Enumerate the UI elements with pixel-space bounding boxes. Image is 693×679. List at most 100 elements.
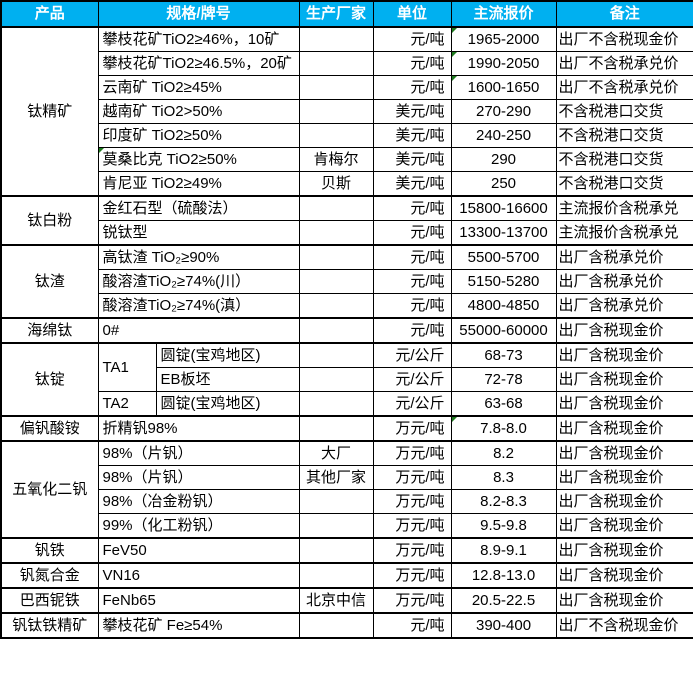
unit-cell: 元/吨	[372, 26, 452, 52]
vendor-cell	[298, 612, 374, 639]
product-cell: 海绵钛	[0, 317, 99, 344]
unit-cell: 元/吨	[372, 51, 452, 76]
vendor-cell	[298, 244, 374, 270]
vendor-cell	[298, 269, 374, 294]
table-row: 酸溶渣TiO₂≥74%(滇） 元/吨 4800-4850 出厂含税承兑价	[1, 293, 693, 319]
unit-cell: 元/吨	[372, 269, 452, 294]
price-cell: 72-78	[450, 367, 557, 392]
table-row: 莫桑比克 TiO2≥50% 肯梅尔 美元/吨 290 不含税港口交货	[1, 147, 693, 172]
spec-cell: 锐钛型	[97, 220, 300, 246]
vendor-cell	[298, 562, 374, 589]
col-header-vendor: 生产厂家	[298, 0, 374, 28]
price-cell: 20.5-22.5	[450, 587, 557, 614]
vendor-cell	[298, 75, 374, 100]
price-cell: 63-68	[450, 391, 557, 417]
vendor-cell	[298, 367, 374, 392]
unit-cell: 元/吨	[372, 317, 452, 344]
price-cell: 240-250	[450, 123, 557, 148]
table-row: 99%（化工粉钒） 万元/吨 9.5-9.8 出厂含税现金价	[1, 513, 693, 539]
vendor-cell	[298, 537, 374, 564]
spec-cell: 攀枝花矿 Fe≥54%	[97, 612, 300, 639]
table-row: 肯尼亚 TiO2≥49% 贝斯 美元/吨 250 不含税港口交货	[1, 171, 693, 197]
price-cell: 15800-16600	[450, 195, 557, 221]
table-row: 钛精矿 攀枝花矿TiO2≥46%，10矿 元/吨 1965-2000 出厂不含税现金价	[0, 26, 693, 197]
spec-cell: 酸溶渣TiO₂≥74%(川）	[97, 269, 300, 294]
spec-cell: 98%（片钒）	[97, 440, 300, 466]
price-cell: 68-73	[450, 342, 557, 368]
vendor-cell	[298, 293, 374, 319]
spec-cell: 99%（化工粉钒）	[97, 513, 300, 539]
product-cell: 巴西铌铁	[0, 587, 99, 614]
note-cell: 不含税港口交货	[555, 147, 693, 172]
table-row: 钛锭 TA1 圆锭(宝鸡地区) 元/公斤 68-73 出厂含税现金价	[0, 342, 693, 417]
spec-cell: 莫桑比克 TiO2≥50%	[97, 147, 300, 172]
price-cell: 13300-13700	[450, 220, 557, 246]
table-row: 巴西铌铁 FeNb65 北京中信 万元/吨 20.5-22.5 出厂含税现金价	[0, 587, 693, 614]
unit-cell: 万元/吨	[372, 440, 452, 466]
note-cell: 出厂不含税承兑价	[555, 51, 693, 76]
table-row: EB板坯 元/公斤 72-78 出厂含税现金价	[1, 367, 693, 392]
table-row: 印度矿 TiO2≥50% 美元/吨 240-250 不含税港口交货	[1, 123, 693, 148]
grade-cell: TA2	[97, 391, 157, 417]
note-cell: 出厂不含税承兑价	[555, 75, 693, 100]
table-row: 攀枝花矿TiO2≥46.5%，20矿 元/吨 1990-2050 出厂不含税承兑价	[1, 51, 693, 76]
table-row: 钒钛铁精矿 攀枝花矿 Fe≥54% 元/吨 390-400 出厂不含税现金价	[0, 612, 693, 639]
product-cell: 偏钒酸铵	[0, 415, 99, 442]
product-cell: 钛锭	[0, 342, 99, 417]
unit-cell: 元/吨	[372, 75, 452, 100]
unit-cell: 美元/吨	[372, 123, 452, 148]
price-cell: 8.2-8.3	[450, 489, 557, 514]
price-cell: 12.8-13.0	[450, 562, 557, 589]
spec-cell: 高钛渣 TiO₂≥90%	[97, 244, 300, 270]
spec-cell: EB板坯	[155, 367, 300, 392]
note-cell: 不含税港口交货	[555, 99, 693, 124]
note-cell: 出厂含税现金价	[555, 587, 693, 614]
spec-cell: 折精钒98%	[97, 415, 300, 442]
spec-cell: 攀枝花矿TiO2≥46.5%，20矿	[97, 51, 300, 76]
price-cell: 55000-60000	[450, 317, 557, 344]
table-row: TA2 圆锭(宝鸡地区) 元/公斤 63-68 出厂含税现金价	[1, 391, 693, 417]
header-row: 产品 规格/牌号 生产厂家 单位 主流报价 备注	[0, 0, 693, 28]
spec-cell: 攀枝花矿TiO2≥46%，10矿	[97, 26, 300, 52]
price-cell: 8.3	[450, 465, 557, 490]
note-cell: 出厂含税现金价	[555, 513, 693, 539]
note-cell: 出厂含税现金价	[555, 317, 693, 344]
product-cell: 钛精矿	[0, 26, 99, 197]
col-header-product: 产品	[0, 0, 99, 28]
table-row: 98%（冶金粉钒） 万元/吨 8.2-8.3 出厂含税现金价	[1, 489, 693, 514]
spec-cell: 越南矿 TiO2>50%	[97, 99, 300, 124]
unit-cell: 元/吨	[372, 220, 452, 246]
note-cell: 不含税港口交货	[555, 171, 693, 197]
comment-marker-icon	[452, 76, 457, 81]
note-cell: 出厂含税现金价	[555, 367, 693, 392]
price-cell: 8.9-9.1	[450, 537, 557, 564]
unit-cell: 元/吨	[372, 293, 452, 319]
vendor-cell	[298, 99, 374, 124]
product-cell: 钛渣	[0, 244, 99, 319]
spec-cell: 98%（片钒）	[97, 465, 300, 490]
product-cell: 五氧化二钒	[0, 440, 99, 539]
product-cell: 钒钛铁精矿	[0, 612, 99, 639]
comment-marker-icon	[452, 28, 457, 33]
vendor-cell: 贝斯	[298, 171, 374, 197]
vendor-cell	[298, 220, 374, 246]
comment-marker-icon	[99, 148, 104, 153]
unit-cell: 美元/吨	[372, 147, 452, 172]
vendor-cell	[298, 26, 374, 52]
vendor-cell	[298, 195, 374, 221]
table-row: 海绵钛 0# 元/吨 55000-60000 出厂含税现金价	[0, 317, 693, 344]
table-row: 钛白粉 金红石型（硫酸法） 元/吨 15800-16600 主流报价含税承兑	[0, 195, 693, 246]
col-header-unit: 单位	[372, 0, 452, 28]
note-cell: 不含税港口交货	[555, 123, 693, 148]
spec-cell: 印度矿 TiO2≥50%	[97, 123, 300, 148]
vendor-cell	[298, 513, 374, 539]
vendor-cell	[298, 123, 374, 148]
vendor-cell	[298, 391, 374, 417]
spec-cell: 酸溶渣TiO₂≥74%(滇）	[97, 293, 300, 319]
note-cell: 出厂含税承兑价	[555, 293, 693, 319]
price-cell: 5500-5700	[450, 244, 557, 270]
table-row: 偏钒酸铵 折精钒98% 万元/吨 7.8-8.0 出厂含税现金价	[0, 415, 693, 442]
note-cell: 出厂含税现金价	[555, 342, 693, 368]
spec-cell: 肯尼亚 TiO2≥49%	[97, 171, 300, 197]
price-cell: 1600-1650	[450, 75, 557, 100]
